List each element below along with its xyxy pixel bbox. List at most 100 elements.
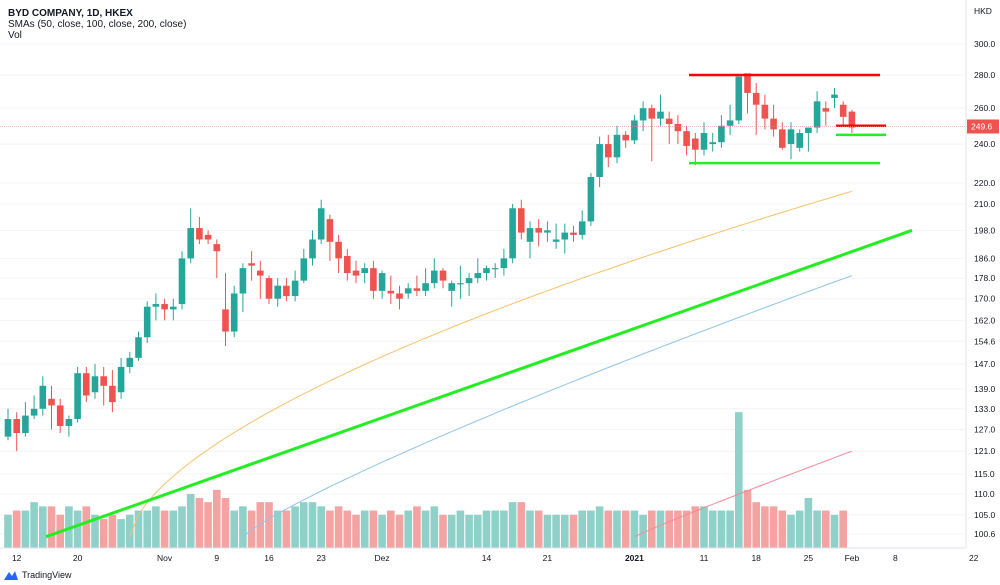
sma-100-line	[242, 275, 853, 538]
volume-bar	[308, 502, 317, 548]
x-tick-label: 16	[264, 553, 274, 563]
volume-bar	[526, 510, 534, 548]
volume-bar	[160, 510, 169, 548]
candle-body	[483, 268, 490, 274]
volume-bar	[456, 510, 465, 548]
candle-body	[143, 306, 151, 338]
candle-body	[657, 111, 664, 119]
tradingview-footer[interactable]: TradingView	[4, 570, 72, 580]
candle-body	[300, 258, 308, 281]
volume-bar	[221, 498, 230, 548]
candle-body	[709, 142, 716, 145]
axes: 300.0 280.0 260.0 240.0 220.0 210.0 198.0 186.0…	[0, 0, 999, 563]
volume-bar	[665, 510, 673, 548]
candle-body	[213, 244, 221, 252]
volume-bar	[387, 510, 395, 548]
x-tick-label: 21	[543, 553, 553, 563]
tradingview-brand: TradingView	[22, 570, 72, 580]
candle-body	[83, 373, 90, 396]
volume-bar	[369, 510, 378, 548]
volume-bar	[421, 510, 430, 548]
volume-bar	[639, 514, 647, 548]
indicator-legend: SMAs (50, close, 100, close, 200, close)	[8, 19, 187, 30]
candle-body	[596, 144, 603, 178]
volume-bar	[378, 514, 386, 548]
y-tick-label: 147.0	[974, 359, 996, 369]
x-tick-label: 25	[804, 553, 814, 563]
volume-bar	[787, 514, 795, 548]
volume-bar	[108, 514, 117, 548]
candle-body	[526, 228, 534, 242]
y-tick-label: 105.0	[974, 510, 996, 520]
y-tick-label: 121.0	[974, 446, 996, 456]
x-tick-label: 8	[893, 553, 898, 563]
volume-bar	[804, 498, 813, 548]
volume-bar	[769, 506, 778, 548]
volume-bars	[4, 412, 847, 548]
volume-bar	[82, 506, 91, 548]
volume-bar	[230, 510, 238, 548]
volume-bar	[439, 514, 447, 548]
candle-body	[65, 419, 73, 426]
candle-body	[848, 111, 856, 128]
candle-body	[613, 134, 621, 158]
volume-bar	[708, 510, 717, 548]
candle-body	[30, 408, 38, 416]
candle-body	[152, 304, 160, 307]
chart-title: BYD COMPANY, 1D, HKEX	[8, 8, 133, 19]
y-tick-label: 115.0	[974, 469, 995, 479]
candle-body	[500, 258, 508, 269]
y-tick-label: 198.0	[974, 225, 996, 235]
volume-bar	[186, 493, 195, 548]
volume-bar	[39, 506, 47, 548]
candle-body	[109, 385, 116, 403]
volume-bar	[534, 510, 543, 548]
candle-body	[474, 273, 482, 279]
candle-body	[335, 241, 342, 259]
candlestick-chart[interactable]: 300.0 280.0 260.0 240.0 220.0 210.0 198.0 186.0…	[0, 0, 1000, 568]
volume-bar	[326, 510, 334, 548]
volume-bar	[430, 506, 439, 548]
candle-body	[509, 208, 516, 259]
volume-bar	[761, 506, 769, 548]
candle-body	[457, 283, 464, 285]
candle-body	[813, 101, 821, 128]
candle-body	[178, 258, 186, 305]
volume-bar	[552, 514, 560, 548]
candle-body	[552, 239, 560, 242]
candle-body	[352, 270, 360, 276]
volume-bar	[604, 510, 613, 548]
y-tick-label: 110.0	[974, 489, 995, 499]
volume-bar	[256, 502, 265, 548]
volume-bar	[4, 514, 12, 548]
volume-bar	[508, 502, 517, 548]
candle-body	[326, 219, 334, 242]
candle-body	[805, 127, 812, 133]
drawings	[0, 73, 965, 539]
candle-body	[91, 376, 99, 393]
candle-body	[683, 131, 690, 146]
volume-bar	[813, 510, 821, 548]
volume-bar	[126, 514, 134, 548]
x-tick-label: 14	[482, 553, 492, 563]
tradingview-logo-icon	[4, 570, 18, 580]
volume-bar	[143, 510, 151, 548]
volume-bar	[47, 506, 56, 548]
candle-body	[222, 309, 229, 332]
volume-bar	[239, 506, 247, 548]
candle-body	[718, 125, 725, 143]
candle-body	[535, 228, 542, 233]
volume-bar	[360, 510, 369, 548]
candle-body	[648, 108, 656, 119]
x-tick-label: 2021	[625, 553, 644, 563]
candle-body	[126, 357, 134, 367]
volume-bar	[169, 510, 178, 548]
candle-body	[779, 129, 786, 148]
x-tick-label: 11	[700, 553, 709, 563]
volume-bar	[656, 510, 665, 548]
y-tick-label: 178.0	[974, 273, 996, 283]
volume-bar	[447, 514, 456, 548]
candle-body	[230, 293, 238, 332]
volume-bar	[91, 514, 99, 548]
candle-body	[692, 138, 699, 150]
